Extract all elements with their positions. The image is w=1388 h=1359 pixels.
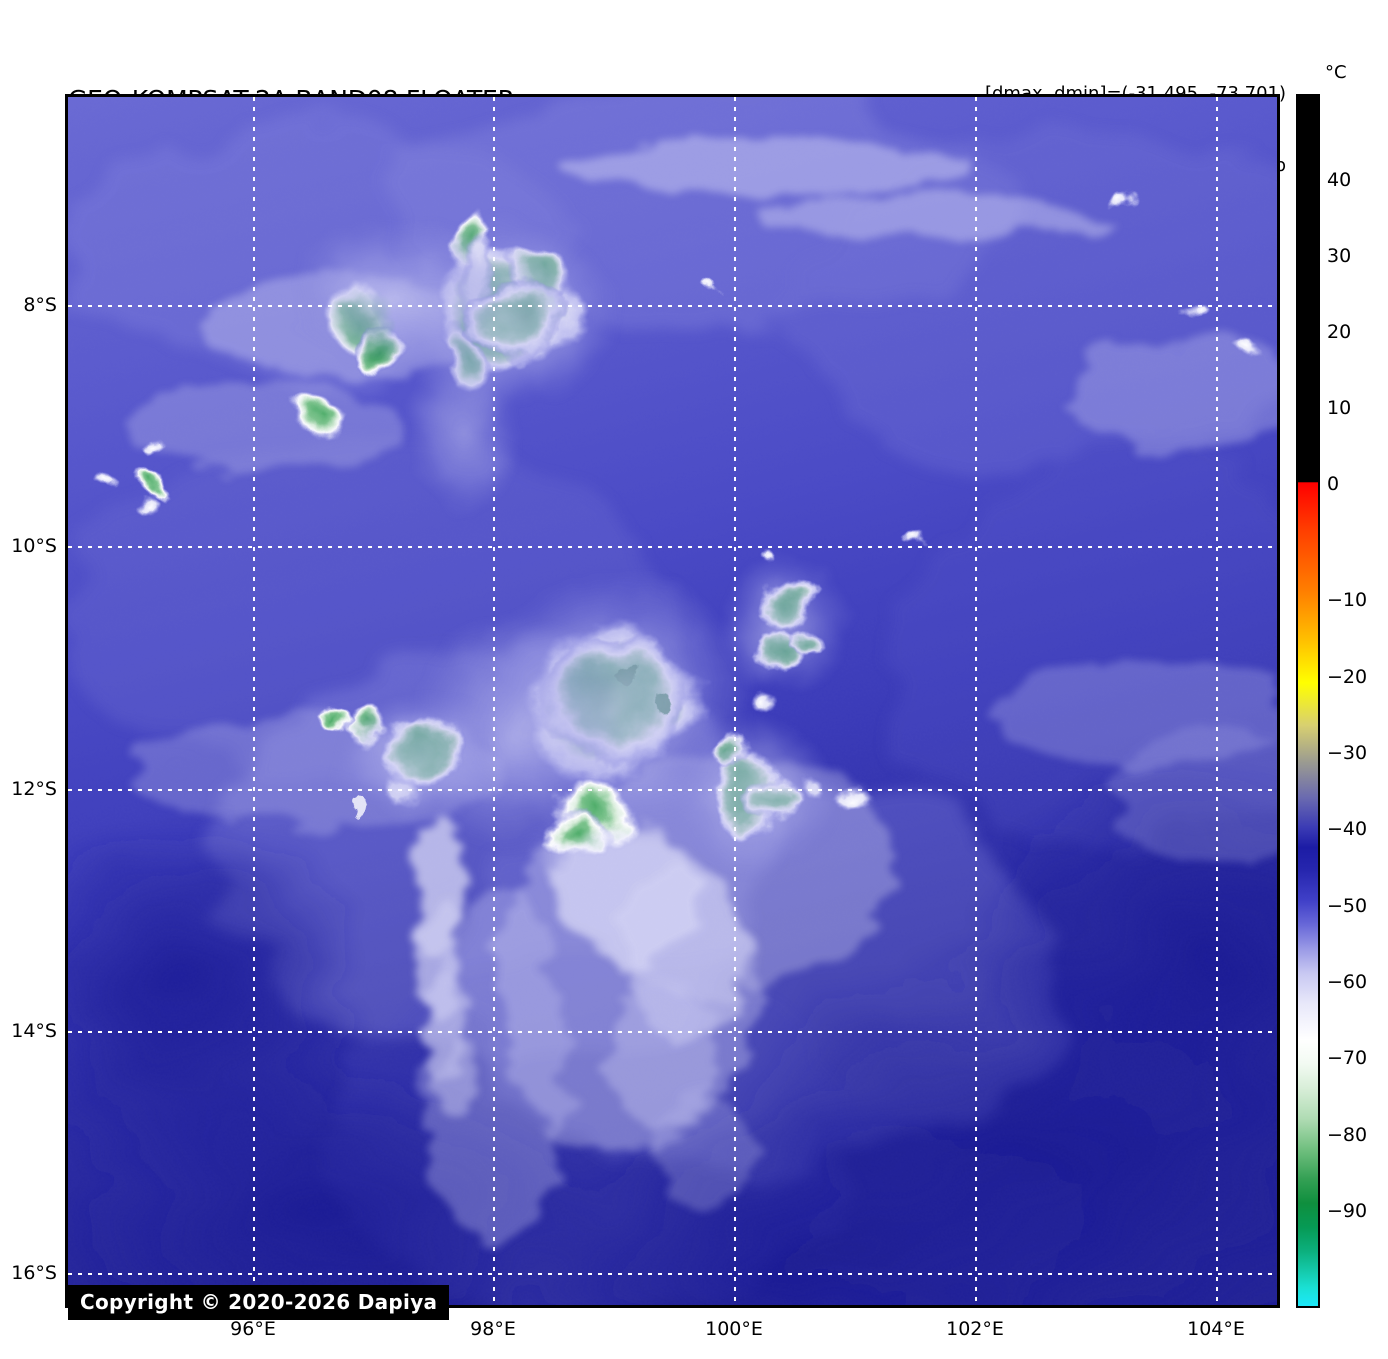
cbtick-m50: −50 — [1327, 895, 1368, 917]
xtick-102E: 102°E — [946, 1318, 1004, 1340]
ytick-12S: 12°S — [11, 778, 57, 800]
gridline-lon-104E — [1216, 97, 1218, 1305]
xtick-96E: 96°E — [230, 1318, 276, 1340]
gridline-lat-10S — [68, 546, 1277, 548]
colorbar-unit-label: °C — [1325, 62, 1347, 83]
gridline-lat-14S — [68, 1031, 1277, 1033]
gridline-lon-98E — [493, 97, 495, 1305]
gridline-lat-12S — [68, 789, 1277, 791]
cbtick-m70: −70 — [1327, 1047, 1368, 1069]
cbtick-10: 10 — [1327, 397, 1352, 419]
cbtick-20: 20 — [1327, 321, 1352, 343]
cbtick-0: 0 — [1327, 473, 1340, 495]
ytick-14S: 14°S — [11, 1020, 57, 1042]
ytick-8S: 8°S — [23, 294, 57, 316]
satellite-imagery — [68, 97, 1277, 1305]
cbtick-m60: −60 — [1327, 971, 1368, 993]
plot-inner — [68, 97, 1277, 1305]
cbtick-m80: −80 — [1327, 1124, 1368, 1146]
cbtick-m40: −40 — [1327, 818, 1368, 840]
ytick-10S: 10°S — [11, 535, 57, 557]
temperature-colorbar[interactable] — [1296, 94, 1320, 1308]
cbtick-40: 40 — [1327, 169, 1352, 191]
gridline-lon-102E — [975, 97, 977, 1305]
xtick-98E: 98°E — [470, 1318, 516, 1340]
copyright-banner: Copyright © 2020-2026 Dapiya — [68, 1285, 450, 1320]
colorbar-gradient — [1298, 96, 1318, 1306]
satellite-image-plot[interactable] — [65, 94, 1280, 1308]
gridline-lon-100E — [734, 97, 736, 1305]
xtick-104E: 104°E — [1187, 1318, 1245, 1340]
southwest-cell-anvil — [333, 694, 503, 824]
xtick-100E: 100°E — [705, 1318, 763, 1340]
cbtick-m10: −10 — [1327, 589, 1368, 611]
cbtick-m30: −30 — [1327, 742, 1368, 764]
gridline-lon-96E — [253, 97, 255, 1305]
cbtick-m20: −20 — [1327, 666, 1368, 688]
cbtick-m90: −90 — [1327, 1200, 1368, 1222]
cbtick-30: 30 — [1327, 245, 1352, 267]
gridline-lat-8S — [68, 305, 1277, 307]
gridline-lat-16S — [68, 1273, 1277, 1275]
ytick-16S: 16°S — [11, 1262, 57, 1284]
